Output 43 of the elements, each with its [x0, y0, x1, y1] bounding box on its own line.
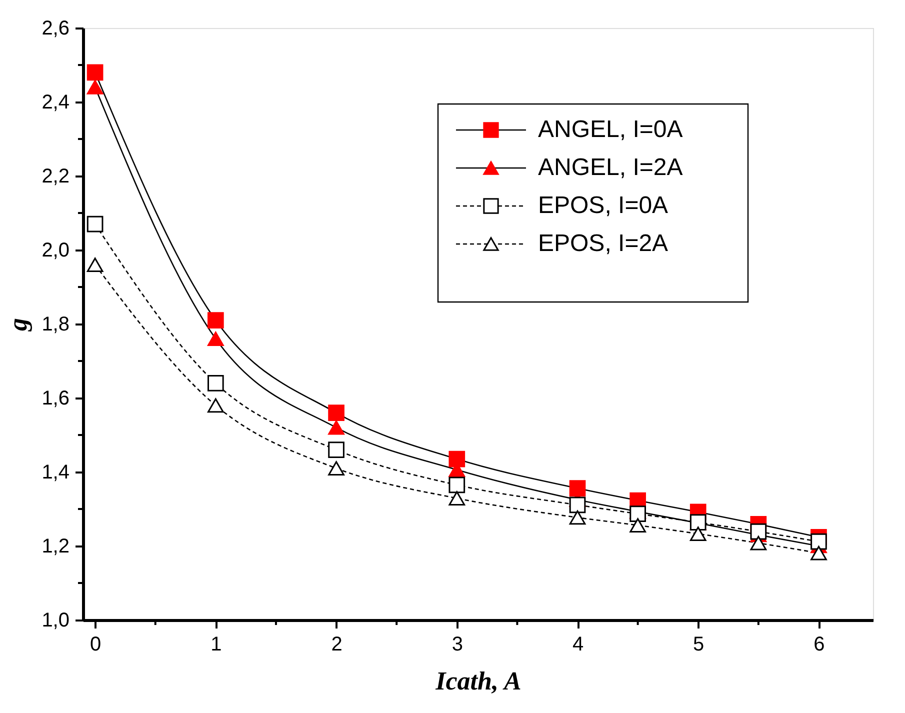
legend-label: ANGEL, I=2A	[538, 154, 683, 181]
point	[208, 398, 224, 413]
point	[208, 312, 224, 328]
point	[750, 523, 767, 540]
point	[448, 491, 466, 506]
legend-label: EPOS, I=2A	[538, 230, 668, 257]
point	[630, 518, 646, 532]
point	[448, 450, 466, 468]
point	[630, 506, 646, 522]
x-tick-label: 4	[572, 634, 584, 656]
y-tick-label: 1,6	[42, 388, 70, 410]
point	[328, 461, 344, 476]
point	[328, 420, 344, 435]
x-tick-label: 2	[331, 634, 342, 656]
point	[810, 533, 827, 550]
legend-label: ANGEL, I=0A	[538, 116, 683, 143]
y-tick-label: 1,8	[42, 314, 70, 336]
x-tick-label: 3	[452, 634, 463, 656]
y-tick-label: 1,4	[42, 462, 70, 484]
point	[208, 332, 224, 346]
point	[569, 510, 586, 525]
x-tick-label: 5	[693, 634, 704, 656]
x-tick-label: 1	[210, 634, 222, 656]
point	[328, 404, 344, 421]
point	[86, 258, 104, 272]
y-tick-label: 1,2	[42, 536, 70, 558]
point	[86, 64, 104, 81]
legend-label: EPOS, I=0A	[538, 192, 668, 219]
point	[569, 496, 586, 514]
point	[750, 536, 767, 550]
y-axis-title: g	[4, 318, 33, 332]
point	[690, 526, 706, 541]
y-tick-label: 2,4	[42, 92, 70, 114]
point	[569, 480, 586, 496]
y-tick-label: 2,0	[42, 240, 70, 262]
x-tick-label: 6	[814, 634, 825, 656]
point	[86, 80, 104, 94]
y-tick-label: 1,0	[42, 610, 70, 632]
y-tick-label: 2,2	[42, 166, 70, 188]
y-tick-label: 2,6	[42, 18, 70, 40]
point	[810, 546, 827, 560]
x-axis-title: Icath, A	[434, 666, 522, 696]
x-tick-label: 0	[90, 634, 102, 656]
